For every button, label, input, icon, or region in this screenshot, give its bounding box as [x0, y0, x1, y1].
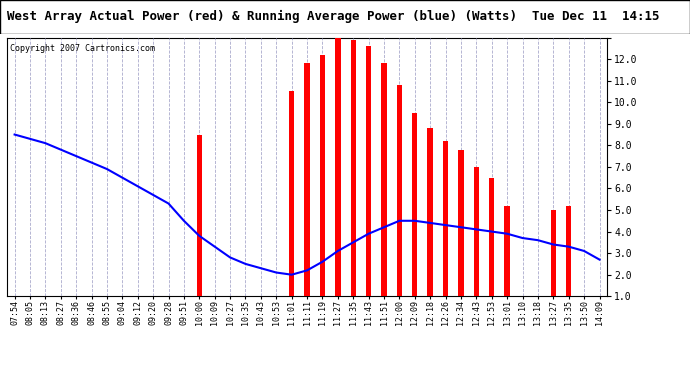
Text: Copyright 2007 Cartronics.com: Copyright 2007 Cartronics.com	[10, 44, 155, 53]
Bar	[504, 206, 510, 296]
Bar	[351, 40, 356, 296]
Bar	[197, 135, 202, 296]
Bar	[458, 150, 464, 296]
Bar	[551, 210, 556, 296]
Text: West Array Actual Power (red) & Running Average Power (blue) (Watts)  Tue Dec 11: West Array Actual Power (red) & Running …	[7, 10, 660, 23]
Bar	[397, 85, 402, 296]
Bar	[566, 206, 571, 296]
Bar	[289, 92, 295, 296]
Bar	[473, 167, 479, 296]
Bar	[335, 38, 341, 296]
Bar	[443, 141, 448, 296]
Bar	[319, 55, 325, 296]
Bar	[366, 46, 371, 296]
Bar	[304, 63, 310, 296]
Bar	[382, 63, 386, 296]
Bar	[489, 178, 495, 296]
Bar	[412, 113, 417, 296]
Bar	[428, 128, 433, 296]
